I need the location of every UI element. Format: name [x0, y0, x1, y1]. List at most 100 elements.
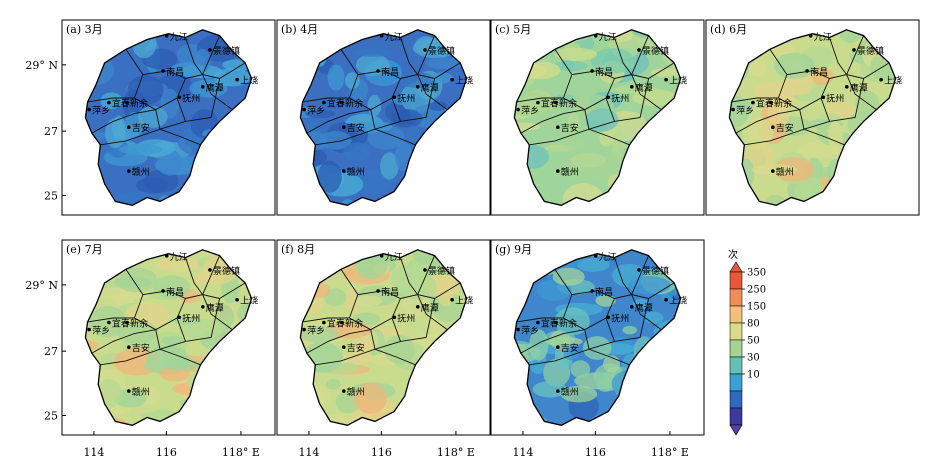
city-marker	[161, 69, 165, 73]
prefecture-border	[340, 255, 436, 299]
city-label: 宜春	[541, 318, 559, 330]
prefecture-border	[417, 74, 448, 111]
city-label: 吉安	[561, 122, 579, 134]
city-label: 新余	[345, 98, 363, 110]
city-marker	[342, 125, 346, 129]
city-marker	[376, 69, 380, 73]
city-marker	[235, 297, 239, 302]
city-label: 赣州	[776, 166, 794, 178]
city-label: 萍乡	[736, 106, 754, 117]
city-label: 九江	[170, 252, 188, 263]
city-label: 新余	[559, 98, 577, 110]
colorbar: 次 350 250 150 80 50 30 10	[728, 248, 766, 436]
city-marker	[379, 254, 384, 258]
city-marker	[392, 95, 397, 100]
city-label: 景德镇	[213, 45, 240, 57]
city-label: 赣州	[132, 386, 150, 398]
city-marker	[590, 69, 594, 73]
prefecture-border	[520, 329, 585, 354]
city-label: 抚州	[826, 92, 844, 104]
city-marker	[342, 345, 346, 350]
prefecture-border	[306, 109, 371, 134]
x-tick-label: 116	[585, 446, 606, 459]
colorbar-title: 次	[728, 248, 738, 261]
city-label: 抚州	[611, 92, 629, 104]
province-outline	[299, 249, 468, 426]
city-label: 鹰潭	[635, 302, 653, 314]
city-label: 南昌	[166, 66, 184, 78]
city-marker	[342, 169, 346, 173]
city-label: 鹰潭	[421, 82, 439, 94]
city-label: 景德镇	[857, 45, 884, 57]
prefecture-border	[820, 78, 865, 122]
y-tick-label: 29° N	[25, 279, 58, 292]
panel-label: (c) 5月	[495, 23, 531, 36]
city-label: 景德镇	[428, 45, 455, 57]
city-label: 南昌	[166, 286, 184, 298]
city-marker	[87, 107, 91, 112]
prefecture-border	[846, 74, 877, 111]
x-tick-label: 116	[156, 446, 177, 459]
city-label: 赣州	[347, 166, 365, 178]
city-label: 鹰潭	[206, 302, 224, 314]
city-label: 新余	[130, 98, 148, 110]
city-label: 景德镇	[428, 265, 455, 277]
city-marker	[821, 95, 826, 100]
prefecture-border	[100, 128, 201, 146]
city-label: 上饶	[455, 75, 473, 87]
city-label: 吉安	[347, 342, 365, 354]
city-marker	[731, 107, 735, 112]
city-label: 抚州	[611, 312, 629, 324]
city-marker	[879, 77, 883, 82]
city-marker	[751, 100, 755, 105]
prefecture-border	[554, 35, 650, 79]
city-marker	[379, 34, 384, 38]
colorbar-tick-label: 150	[747, 302, 766, 313]
city-label: 鹰潭	[206, 82, 224, 94]
city-label: 九江	[814, 32, 832, 43]
colorbar-swatch	[729, 356, 743, 375]
city-label: 吉安	[132, 122, 150, 134]
city-marker	[606, 95, 611, 100]
city-marker	[376, 289, 380, 293]
city-marker	[201, 85, 205, 89]
city-label: 萍乡	[307, 106, 325, 117]
city-marker	[125, 100, 129, 105]
city-marker	[556, 125, 560, 129]
city-marker	[322, 100, 326, 105]
city-label: 上饶	[669, 75, 687, 87]
city-marker	[340, 100, 344, 105]
x-tick-label: 114	[83, 446, 104, 459]
x-tick-label: 116	[371, 446, 392, 459]
prefecture-border	[176, 298, 221, 342]
x-tick-label: 114	[512, 446, 533, 459]
city-marker	[416, 85, 420, 89]
city-marker	[201, 305, 205, 309]
city-marker	[340, 320, 344, 325]
colorbar-swatch	[729, 271, 743, 290]
city-label: 萍乡	[92, 106, 110, 117]
city-marker	[177, 95, 182, 100]
axis-ticks: 29° N 27 25 29° N 27 25 114 116 118° E 114 116 118°…	[25, 59, 689, 459]
city-label: 鹰潭	[635, 82, 653, 94]
prefecture-border	[100, 348, 201, 366]
city-label: 上饶	[455, 295, 473, 307]
city-marker	[127, 169, 131, 173]
city-marker	[637, 48, 641, 52]
city-marker	[808, 34, 813, 38]
colorbar-swatch	[729, 322, 743, 341]
y-tick-label: 25	[44, 190, 58, 203]
city-label: 抚州	[182, 312, 200, 324]
prefecture-border	[302, 97, 350, 103]
city-marker	[164, 254, 169, 258]
city-marker	[161, 289, 165, 293]
prefecture-border	[391, 78, 436, 122]
city-marker	[771, 125, 775, 129]
city-label: 九江	[170, 32, 188, 43]
city-label: 吉安	[776, 122, 794, 134]
city-marker	[556, 169, 560, 173]
city-label: 九江	[599, 252, 617, 263]
